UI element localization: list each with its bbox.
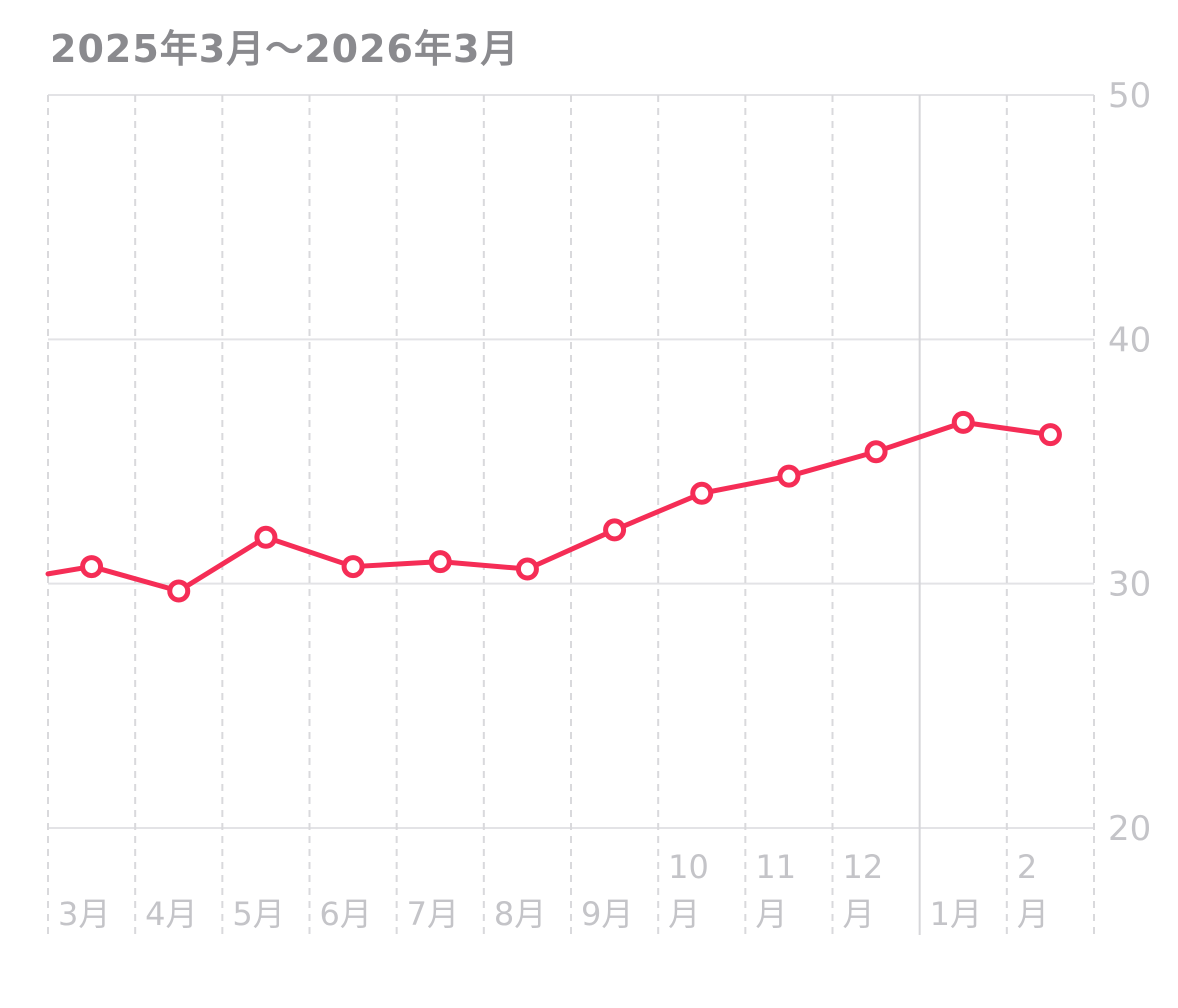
x-tick-label: 2: [1017, 848, 1037, 886]
y-axis-ticks: 20 30 40 50: [1108, 76, 1151, 849]
x-tick-label: 4月: [145, 895, 197, 933]
x-tick-label: 月: [668, 895, 700, 933]
grid-lines: [47, 94, 1095, 935]
data-point: [254, 525, 278, 549]
data-point: [777, 464, 801, 488]
x-tick-label: 8月: [494, 895, 546, 933]
x-tick-label: 月: [843, 895, 875, 933]
data-point: [864, 440, 888, 464]
data-point: [690, 481, 714, 505]
data-point: [603, 518, 627, 542]
data-points: [80, 410, 1062, 603]
data-point: [515, 557, 539, 581]
x-tick-label: 9月: [581, 895, 633, 933]
series-line: [45, 419, 1053, 594]
data-point: [80, 555, 104, 579]
y-tick-label: 40: [1108, 320, 1151, 360]
data-point: [951, 410, 975, 434]
y-tick-label: 50: [1108, 76, 1151, 116]
x-tick-label: 1月: [930, 895, 982, 933]
chart-title: 2025年3月〜2026年3月: [50, 27, 520, 71]
x-tick-label: 7月: [407, 895, 459, 933]
y-tick-label: 30: [1108, 565, 1151, 605]
x-tick-label: 月: [1017, 895, 1049, 933]
x-tick-label: 月: [755, 895, 787, 933]
data-point: [167, 579, 191, 603]
data-point: [1038, 423, 1062, 447]
data-point: [341, 555, 365, 579]
x-tick-label: 6月: [320, 895, 372, 933]
x-axis-ticks: 3月 4月 5月 6月 7月 8月 9月 10 月 11 月 12 月 1月 2 月: [58, 848, 1049, 933]
x-tick-label: 12: [843, 848, 884, 886]
data-point: [428, 550, 452, 574]
x-tick-label: 5月: [232, 895, 284, 933]
x-tick-label: 10: [668, 848, 709, 886]
x-tick-label: 3月: [58, 895, 110, 933]
x-tick-label: 11: [755, 848, 796, 886]
y-tick-label: 20: [1108, 809, 1151, 849]
